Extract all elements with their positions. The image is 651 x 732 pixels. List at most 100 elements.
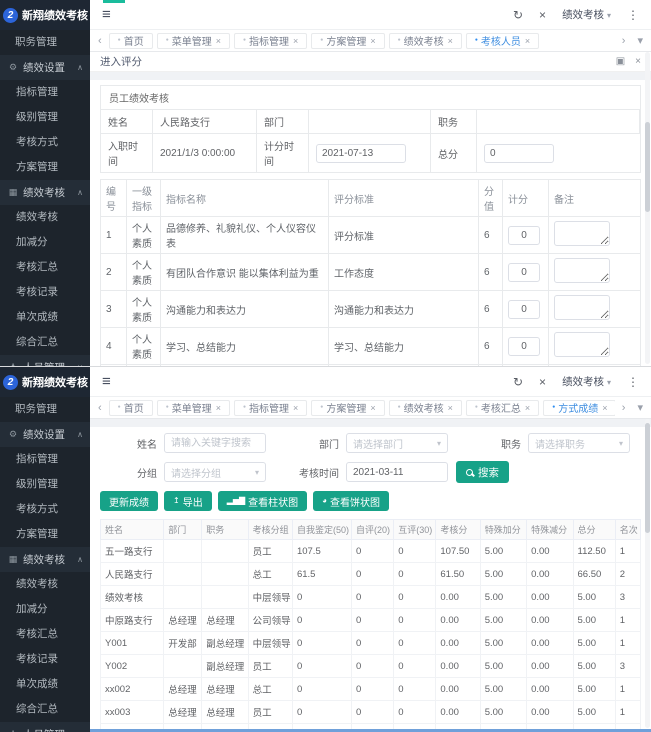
sidebar-item[interactable]: 级别管理 (16, 111, 58, 123)
sidebar-item[interactable]: 考核记录 (16, 286, 58, 298)
sidebar-item[interactable]: 考核汇总 (16, 261, 58, 273)
table-row[interactable]: 中原路支行 总经理 总经理 公司领导 0 0 0 0.00 5.00 0.00 … (99, 608, 642, 632)
sidebar-item[interactable]: 方案管理 (16, 528, 58, 540)
tab[interactable]: ● 指标管理 × (234, 32, 308, 49)
scrollbar-thumb[interactable] (645, 122, 650, 212)
user-dropdown[interactable]: 绩效考核 ▾ (562, 376, 611, 388)
sidebar-section-performance-settings[interactable]: ⚙ 绩效设置 ∧ (0, 422, 90, 447)
table-row[interactable]: 人民路支行 总工 61.5 0 0 61.50 5.00 0.00 66.50 … (99, 562, 642, 586)
table-row[interactable]: xx002 总经理 总经理 总工 0 0 0 0.00 5.00 0.00 5.… (99, 677, 642, 701)
tab-close-icon[interactable]: × (524, 402, 531, 413)
assess-time-input[interactable] (346, 462, 448, 482)
sidebar-section-performance-settings[interactable]: ⚙ 绩效设置 ∧ (0, 55, 90, 80)
update-scores-button[interactable]: 更新成绩 (100, 491, 158, 511)
name-search-input[interactable] (164, 433, 266, 453)
tab[interactable]: ● 首页 × (108, 32, 153, 49)
tab[interactable]: ● 首页 × (108, 399, 153, 416)
kebab-menu-icon[interactable]: ⋮ (627, 7, 639, 22)
table-row[interactable]: Y002 副总经理 员工 0 0 0 0.00 5.00 0.00 5.00 3 (99, 654, 642, 678)
dialog-close-icon[interactable]: × (635, 56, 641, 67)
tab[interactable]: ● 方案管理 × (311, 399, 385, 416)
table-row[interactable]: 五一路支行 员工 107.5 0 0 107.50 5.00 0.00 112.… (99, 539, 642, 563)
sidebar-item[interactable]: 考核汇总 (16, 628, 58, 640)
refresh-icon[interactable]: ↻ (512, 374, 524, 389)
tab-close-icon[interactable]: × (293, 402, 299, 413)
dialog-maximize-icon[interactable]: ▣ (615, 56, 626, 67)
sidebar-item[interactable]: 指标管理 (16, 86, 58, 98)
sidebar-item[interactable]: 单次成绩 (16, 678, 58, 690)
sidebar-item[interactable]: 加减分 (16, 236, 48, 248)
table-row[interactable]: Y001 开发部 副总经理 中层领导 0 0 0 0.00 5.00 0.00 … (99, 631, 642, 655)
tab-close-icon[interactable]: × (602, 402, 608, 413)
table-row[interactable]: xx003 总经理 总经理 员工 0 0 0 0.00 5.00 0.00 5.… (99, 700, 642, 724)
tab[interactable]: ● 绩效考核 × (388, 32, 462, 49)
sidebar-section-personnel[interactable]: ♟ 人员管理 ∨ (0, 355, 90, 366)
sidebar-item[interactable]: 考核方式 (16, 136, 58, 148)
sidebar-item-job-management[interactable]: 职务管理 (15, 36, 57, 48)
tabs-scroll-right-icon[interactable]: › (621, 401, 626, 414)
tab-close-icon[interactable]: × (370, 35, 376, 46)
export-button[interactable]: ↥ 导出 (164, 491, 212, 511)
sidebar-item[interactable]: 综合汇总 (16, 703, 58, 715)
search-button[interactable]: 搜索 (456, 461, 509, 483)
tab-close-icon[interactable]: × (215, 402, 221, 413)
remark-textarea[interactable] (554, 221, 610, 246)
view-bar-chart-button[interactable]: ▂▅▇ 查看柱状图 (217, 491, 308, 511)
tabs-scroll-left-icon[interactable]: ‹ (98, 401, 102, 414)
sidebar-item[interactable]: 综合汇总 (16, 336, 58, 348)
sidebar-item[interactable]: 方案管理 (16, 161, 58, 173)
scrollbar-thumb[interactable] (645, 423, 650, 533)
tab-close-icon[interactable]: × (524, 35, 531, 46)
score-time-input[interactable] (316, 143, 406, 163)
score-input[interactable] (508, 262, 540, 282)
score-input[interactable] (508, 336, 540, 356)
sidebar-item[interactable]: 绩效考核 (16, 211, 58, 223)
sidebar-item[interactable]: 级别管理 (16, 478, 58, 490)
group-select[interactable]: 请选择分组 ▾ (164, 462, 266, 482)
tab-close-icon[interactable]: × (447, 35, 453, 46)
total-score-input[interactable] (484, 143, 554, 163)
tabs-scroll-right-icon[interactable]: › (621, 34, 626, 47)
tab-close-icon[interactable]: × (447, 402, 453, 413)
hamburger-menu-icon[interactable]: ≡ (102, 373, 111, 390)
fullscreen-icon[interactable]: × (539, 7, 547, 22)
sidebar-item[interactable]: 考核记录 (16, 653, 58, 665)
tab-close-icon[interactable]: × (215, 35, 221, 46)
score-input[interactable] (508, 299, 540, 319)
hamburger-menu-icon[interactable]: ≡ (102, 6, 111, 23)
tab[interactable]: ● 菜单管理 × (156, 32, 230, 49)
fullscreen-icon[interactable]: × (539, 374, 547, 389)
tab[interactable]: ● 绩效考核 × (388, 399, 462, 416)
dept-select[interactable]: 请选择部门 ▾ (346, 433, 448, 453)
tabs-scroll-left-icon[interactable]: ‹ (98, 34, 102, 47)
tab-close-icon[interactable]: × (370, 402, 376, 413)
sidebar-section-performance-assessment[interactable]: ▦ 绩效考核 ∧ (0, 547, 90, 572)
tab[interactable]: ● 方案管理 × (311, 32, 385, 49)
sidebar-item[interactable]: 考核方式 (16, 503, 58, 515)
sidebar-item[interactable]: 加减分 (16, 603, 48, 615)
tab[interactable]: ● 菜单管理 × (156, 399, 230, 416)
tab[interactable]: ● 指标管理 × (234, 399, 308, 416)
sidebar-item[interactable]: 单次成绩 (16, 311, 58, 323)
sidebar-item[interactable]: 绩效考核 (16, 578, 58, 590)
remark-textarea[interactable] (554, 332, 610, 357)
table-row[interactable]: 绩效考核 中层领导 0 0 0 0.00 5.00 0.00 5.00 3 (99, 585, 642, 609)
kebab-menu-icon[interactable]: ⋮ (627, 374, 639, 389)
refresh-icon[interactable]: ↻ (512, 7, 524, 22)
score-input[interactable] (508, 225, 540, 245)
tab[interactable]: ● 考核人员 × (465, 32, 540, 49)
remark-textarea[interactable] (554, 295, 610, 320)
sidebar-section-personnel[interactable]: ♟ 人员管理 ∨ (0, 722, 90, 732)
sidebar-item-job-management[interactable]: 职务管理 (15, 403, 57, 415)
sidebar-item[interactable]: 指标管理 (16, 453, 58, 465)
tabs-dropdown-icon[interactable]: ▾ (637, 35, 643, 47)
tab[interactable]: ● 方式成绩 × (543, 399, 615, 416)
view-pie-chart-button[interactable]: ◕ 查看饼状图 (313, 491, 390, 511)
job-select[interactable]: 请选择职务 ▾ (528, 433, 630, 453)
tab[interactable]: ● 考核汇总 × (465, 399, 540, 416)
sidebar-section-performance-assessment[interactable]: ▦ 绩效考核 ∧ (0, 180, 90, 205)
tabs-dropdown-icon[interactable]: ▾ (637, 402, 643, 414)
remark-textarea[interactable] (554, 258, 610, 283)
user-dropdown[interactable]: 绩效考核 ▾ (562, 9, 611, 21)
tab-close-icon[interactable]: × (293, 35, 299, 46)
